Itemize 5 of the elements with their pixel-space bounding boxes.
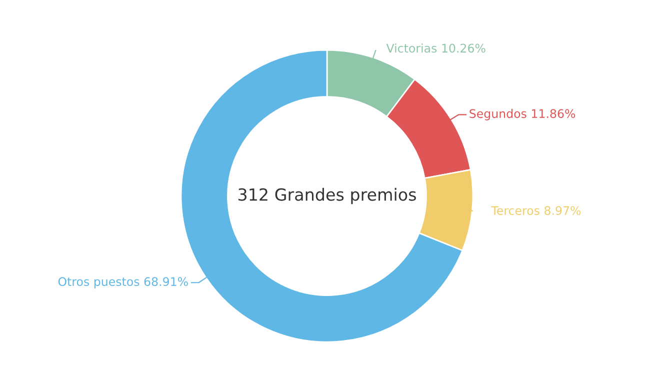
slice-label: Segundos 11.86%	[470, 108, 576, 120]
slice-label: Otros puestos 68.91%	[58, 277, 188, 288]
slice-label: Terceros 8.97%	[491, 206, 581, 216]
text: 312 Grandes premios	[238, 188, 416, 204]
slice-label: Victorias 10.26%	[386, 43, 486, 53]
